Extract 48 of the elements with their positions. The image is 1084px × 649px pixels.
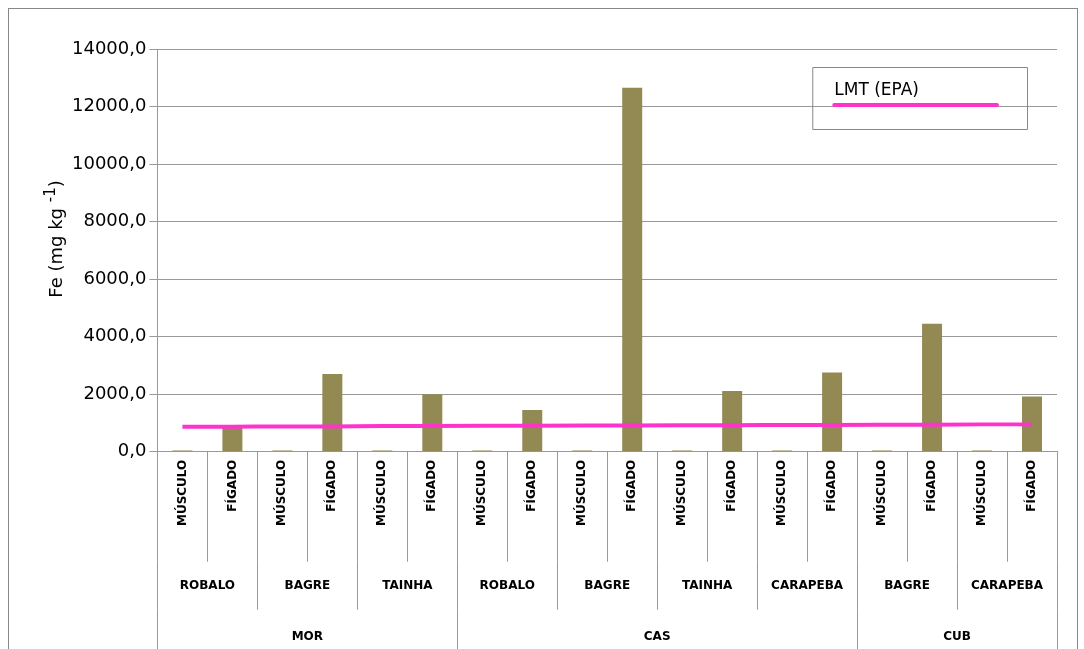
x-tick-label: MÚSCULO — [373, 459, 389, 527]
x-tick-label: FÍGADO — [523, 459, 539, 512]
text: ROBALO — [179, 577, 236, 592]
x-tick-label: FÍGADO — [723, 459, 739, 512]
text: CARAPEBA — [771, 577, 844, 592]
x-tick-label: FÍGADO — [823, 459, 839, 512]
x-tick-label: FÍGADO — [323, 459, 339, 512]
text: LMT (EPA) — [834, 79, 920, 100]
x-tick-label: FÍGADO — [1023, 459, 1039, 512]
bar — [1022, 396, 1043, 452]
bar — [722, 391, 743, 452]
bar — [522, 409, 543, 452]
text: CAS — [643, 628, 671, 643]
bar — [422, 394, 443, 452]
text: MOR — [291, 628, 324, 643]
text: ROBALO — [479, 577, 535, 592]
bar — [922, 323, 943, 452]
y-tick-label: 0,0 — [117, 439, 147, 461]
x-tick-label: MÚSCULO — [873, 459, 889, 527]
x-tick-label: FÍGADO — [223, 459, 239, 512]
y-tick-label: 4000,0 — [83, 324, 147, 346]
text: TAINHA — [681, 577, 734, 592]
x-tick-label: FÍGADO — [623, 459, 639, 512]
bar — [822, 372, 843, 452]
x-tick-label: MÚSCULO — [773, 459, 789, 527]
x-tick-label: MÚSCULO — [173, 459, 189, 527]
y-tick-label: 12000,0 — [72, 94, 147, 116]
text: BAGRE — [884, 577, 930, 592]
y-tick-label: 8000,0 — [83, 209, 147, 231]
x-tick-label: MÚSCULO — [273, 459, 289, 527]
bar — [322, 374, 343, 452]
y-tick-label: 10000,0 — [72, 151, 147, 173]
y-tick-label: 6000,0 — [83, 266, 147, 288]
text: CUB — [943, 628, 971, 643]
x-tick-label: FÍGADO — [923, 459, 939, 512]
y-tick-label: 2000,0 — [83, 381, 147, 403]
text: TAINHA — [382, 577, 434, 592]
x-tick-label: MÚSCULO — [973, 459, 989, 527]
x-tick-label: MÚSCULO — [673, 459, 689, 527]
x-tick-label: MÚSCULO — [473, 459, 489, 527]
bar — [222, 427, 243, 452]
text: BAGRE — [284, 577, 331, 592]
bar — [622, 87, 643, 452]
x-tick-label: FÍGADO — [423, 459, 439, 512]
y-tick-label: 14000,0 — [72, 36, 147, 58]
x-tick-label: MÚSCULO — [573, 459, 589, 527]
text: BAGRE — [584, 577, 631, 592]
text: CARAPEBA — [971, 577, 1044, 592]
